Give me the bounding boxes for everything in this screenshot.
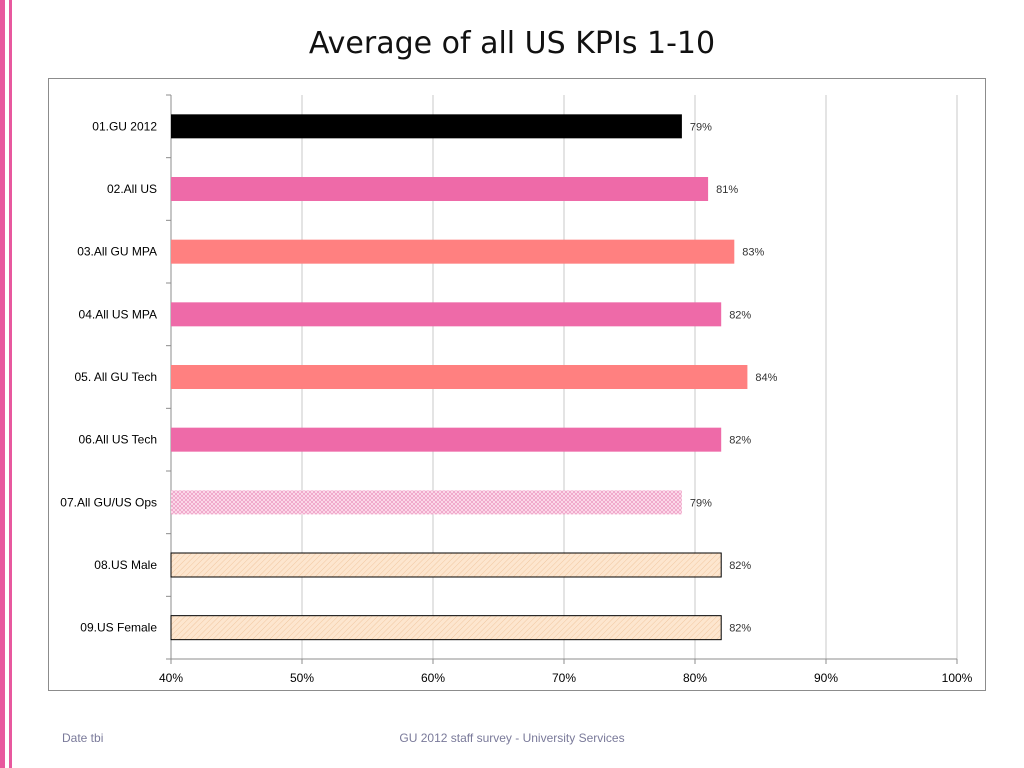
- data-label: 79%: [690, 497, 712, 509]
- decorative-stripe: [9, 0, 12, 768]
- category-label: 04.All US MPA: [79, 307, 157, 321]
- category-label: 06.All US Tech: [79, 433, 158, 447]
- data-label: 81%: [716, 184, 738, 196]
- category-label: 07.All GU/US Ops: [60, 495, 157, 509]
- bar: [171, 427, 722, 452]
- data-label: 82%: [729, 435, 751, 447]
- category-label: 01.GU 2012: [92, 119, 157, 133]
- chart-frame: 40% 50% 60% 70% 80% 90% 100% 01.GU 2012 79% 02.Al…: [48, 78, 986, 691]
- bar-chart: 40% 50% 60% 70% 80% 90% 100% 01.GU 2012 79% 02.Al…: [60, 94, 973, 685]
- category-label: 02.All US: [107, 182, 157, 196]
- category-label: 09.US Female: [80, 621, 157, 635]
- x-tick-label: 60%: [421, 671, 445, 685]
- x-tick-label: 50%: [290, 671, 314, 685]
- category-label: 08.US Male: [94, 558, 157, 572]
- x-tick-label: 90%: [814, 671, 838, 685]
- bar: [171, 239, 735, 264]
- slide-title: Average of all US KPIs 1-10: [308, 26, 716, 61]
- bar: [171, 490, 682, 515]
- bar: [170, 552, 722, 578]
- data-label: 82%: [729, 560, 751, 572]
- x-tick-label: 100%: [942, 671, 973, 685]
- bar: [170, 615, 722, 641]
- data-label: 84%: [755, 372, 777, 384]
- data-label: 79%: [690, 121, 712, 133]
- x-tick-label: 40%: [159, 671, 183, 685]
- data-label: 82%: [729, 623, 751, 635]
- bar: [171, 302, 722, 327]
- category-label: 05. All GU Tech: [75, 370, 158, 384]
- decorative-stripe: [0, 0, 5, 768]
- x-tick-label: 70%: [552, 671, 576, 685]
- bar: [171, 114, 682, 139]
- data-label: 82%: [729, 309, 751, 321]
- bar: [171, 177, 709, 201]
- category-label: 03.All GU MPA: [77, 245, 157, 259]
- bar: [171, 365, 748, 389]
- x-tick-label: 80%: [683, 671, 707, 685]
- footer-date: Date tbi: [62, 731, 104, 745]
- data-label: 83%: [742, 247, 764, 259]
- footer-caption: GU 2012 staff survey - University Servic…: [399, 731, 625, 745]
